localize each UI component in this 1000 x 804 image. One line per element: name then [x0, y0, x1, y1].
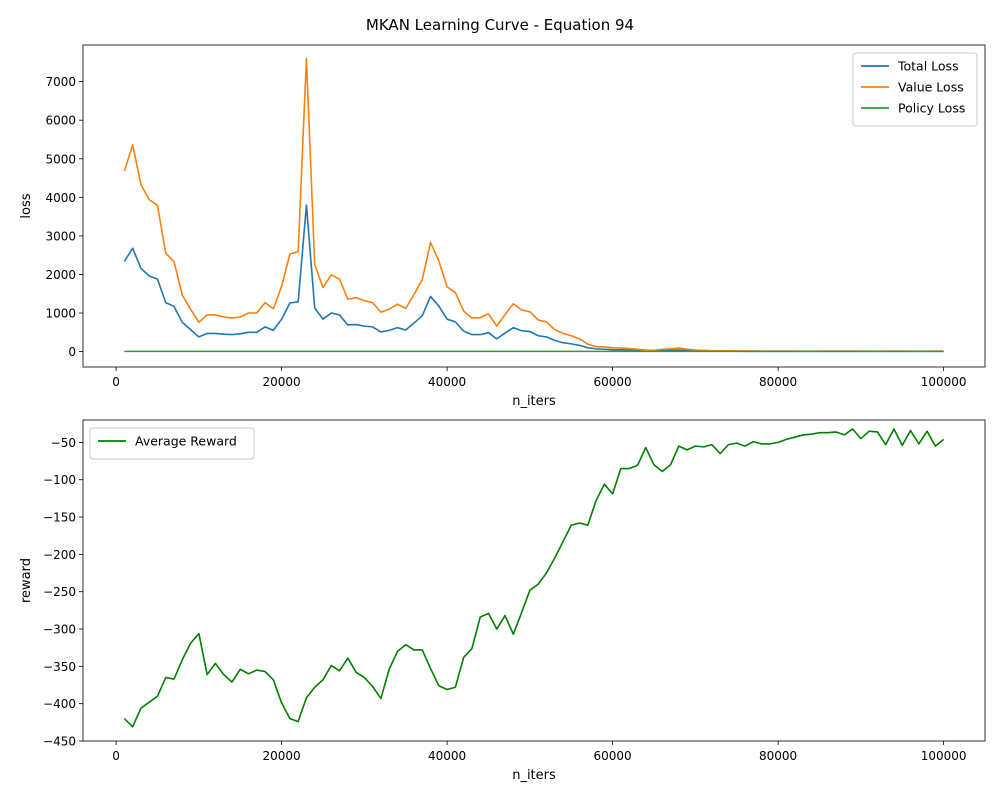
loss-y-axis-label: loss	[19, 193, 34, 218]
y-tick-label: 4000	[45, 191, 76, 205]
figure-title: MKAN Learning Curve - Equation 94	[366, 16, 634, 34]
y-tick-label: −50	[51, 436, 76, 450]
loss-panel: 0 20000 40000 60000 80000 100000 0 1000 2000 3000…	[19, 44, 986, 409]
y-tick-label: 3000	[45, 229, 76, 243]
y-tick-label: 7000	[45, 75, 76, 89]
loss-axes-frame	[82, 44, 986, 368]
x-tick-label: 20000	[263, 375, 301, 389]
reward-legend: Average Reward	[89, 427, 255, 460]
loss-x-axis-label: n_iters	[512, 394, 556, 409]
y-tick-label: 5000	[45, 152, 76, 166]
x-tick-label: 0	[112, 749, 120, 763]
value-loss-line	[123, 57, 944, 352]
y-tick-label: 2000	[45, 268, 76, 282]
x-tick-label: 60000	[594, 375, 632, 389]
loss-legend: Total Loss Value Loss Policy Loss	[852, 52, 978, 127]
y-tick-label: 0	[68, 345, 76, 359]
reward-plot-area	[123, 428, 945, 728]
y-tick-label: −450	[43, 735, 76, 749]
y-tick-label: −400	[43, 697, 76, 711]
y-tick-label: 1000	[45, 307, 76, 321]
loss-plot-area	[123, 57, 944, 353]
reward-panel: 0 20000 40000 60000 80000 100000 −450 −400 −350 −…	[19, 419, 986, 783]
y-tick-label: −300	[43, 623, 76, 637]
x-tick-label: 100000	[921, 749, 967, 763]
y-tick-label: 6000	[45, 114, 76, 128]
x-tick-label: 20000	[263, 749, 301, 763]
legend-label: Average Reward	[135, 434, 237, 449]
reward-y-axis-label: reward	[19, 558, 34, 603]
legend-label: Total Loss	[897, 59, 959, 74]
total-loss-line	[123, 204, 944, 353]
y-tick-label: −350	[43, 660, 76, 674]
legend-box	[89, 427, 255, 460]
reward-axes-frame	[82, 419, 986, 742]
x-tick-label: 40000	[428, 375, 466, 389]
x-tick-label: 60000	[594, 749, 632, 763]
x-tick-label: 80000	[759, 749, 797, 763]
x-tick-label: 40000	[428, 749, 466, 763]
x-tick-label: 100000	[921, 375, 967, 389]
legend-label: Policy Loss	[898, 101, 965, 116]
y-tick-label: −150	[43, 511, 76, 525]
y-tick-label: −200	[43, 548, 76, 562]
reward-x-axis-label: n_iters	[512, 768, 556, 783]
x-tick-label: 80000	[759, 375, 797, 389]
y-tick-label: −250	[43, 585, 76, 599]
x-tick-label: 0	[112, 375, 120, 389]
average-reward-line	[123, 428, 945, 728]
y-tick-label: −100	[43, 473, 76, 487]
legend-label: Value Loss	[898, 80, 964, 95]
